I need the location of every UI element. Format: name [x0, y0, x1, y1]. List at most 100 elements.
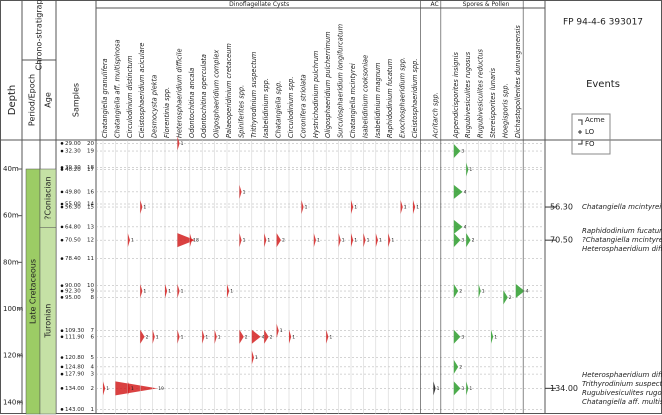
- taxon-name: Surculosphaeridium longifurcatum: [337, 24, 345, 138]
- taxon-name: Trithyrodinium suspectum: [250, 52, 258, 138]
- occurrence: [453, 219, 463, 234]
- taxon-name: Heterosphaeridium difficile: [175, 48, 183, 138]
- occurrence: [301, 200, 304, 215]
- occurrence: [152, 329, 155, 344]
- occurrence: [400, 200, 403, 215]
- count-label: 3: [461, 149, 464, 155]
- count-label: 1: [482, 289, 485, 295]
- age-band: [39, 227, 57, 415]
- sample-dot: [60, 335, 64, 339]
- sample-depth: 40.20: [65, 167, 81, 173]
- sample-number: 8: [91, 295, 95, 301]
- sample-depth: 90.00: [65, 283, 81, 289]
- age-label: Turonian: [44, 304, 53, 339]
- event-depth: 56.30: [550, 203, 573, 212]
- count-label: 1: [280, 328, 283, 334]
- occurrence: [227, 284, 230, 299]
- count-label: 1: [305, 205, 308, 211]
- sample-dot: [60, 166, 64, 169]
- taxon-name: Florentinia spp.: [163, 87, 171, 138]
- count-label: 4: [262, 334, 265, 340]
- taxon-name: Isabelidinium cooksoniae: [361, 55, 369, 138]
- taxon-name: Cleistosphaeridium aciculare: [138, 43, 146, 138]
- occurrence: [177, 136, 180, 151]
- taxon-name: Isabelidinium magnum: [374, 63, 382, 138]
- event-text: Rugubivesiculites rugosus: [582, 389, 662, 397]
- legend-entry: Acme: [585, 116, 605, 124]
- occurrence: [264, 329, 269, 344]
- occurrence: [264, 233, 267, 248]
- occurrence: [202, 329, 205, 344]
- count-label: 2: [472, 238, 475, 244]
- taxon-name: Chatangiella mcintyrei: [349, 63, 357, 138]
- count-label: 2: [509, 295, 512, 301]
- occurrence: [478, 284, 481, 299]
- header: Samples: [72, 83, 81, 117]
- count-label: 1: [391, 238, 394, 244]
- sample-dot: [60, 190, 64, 194]
- count-label: 1: [168, 289, 171, 295]
- sample-depth: 95.00: [65, 295, 81, 301]
- sample-dot: [60, 238, 64, 242]
- count-label: 19: [158, 386, 164, 392]
- header: Depth: [7, 85, 18, 115]
- depth-label: 60m: [3, 212, 19, 220]
- taxon-name: Palaeoperidinium cretaceum: [225, 43, 233, 138]
- sample-number: 11: [87, 256, 94, 262]
- count-label: 1: [243, 238, 246, 244]
- sample-depth: 109.30: [65, 328, 85, 334]
- count-label: 1: [143, 289, 146, 295]
- sample-depth: 120.80: [65, 355, 85, 361]
- period-label: Late Cretaceous: [29, 259, 38, 324]
- header: Chrono-stratigraphy: [35, 0, 44, 70]
- sample-dot: [60, 168, 64, 171]
- taxon-name: Isabelidinium spp.: [262, 78, 270, 138]
- occurrence: [177, 329, 180, 344]
- sample-number: 12: [87, 238, 94, 244]
- sample-number: 20: [87, 141, 94, 147]
- occurrence: [165, 284, 168, 299]
- occurrence: [326, 329, 329, 344]
- sample-depth: 143.00: [65, 407, 85, 413]
- count-label: 2: [459, 364, 462, 370]
- taxon-name: Dichastopollenites dunveganensis: [514, 25, 522, 138]
- count-label: 1: [255, 355, 258, 361]
- count-label: 1: [218, 334, 221, 340]
- sample-depth: 39.30: [65, 165, 81, 171]
- sample-depth: 64.80: [65, 224, 81, 230]
- taxon-name: Acritarch spp.: [431, 92, 439, 139]
- sample-dot: [60, 408, 64, 411]
- count-label: 1: [131, 386, 134, 392]
- occurrence: [239, 233, 242, 248]
- header: Events: [586, 79, 620, 90]
- count-label: 2: [245, 334, 248, 340]
- occurrence: [363, 233, 366, 248]
- sample-depth: 124.80: [65, 364, 85, 370]
- occurrence: [127, 233, 130, 248]
- sample-number: 13: [87, 224, 94, 230]
- occurrence: [466, 162, 469, 177]
- taxon-name: Odontochitina operculata: [200, 54, 208, 138]
- occurrence: [503, 290, 508, 305]
- sample-dot: [60, 205, 64, 209]
- count-label: 4: [464, 224, 467, 230]
- count-label: 1: [367, 238, 370, 244]
- sample-dot: [60, 284, 64, 287]
- count-label: 1: [267, 238, 270, 244]
- count-label: 1: [404, 205, 407, 211]
- sample-depth: 56.30: [65, 205, 81, 211]
- sample-dot: [60, 387, 64, 390]
- occurrence: [276, 233, 281, 248]
- sample-dot: [60, 372, 64, 376]
- sample-depth: 55.00: [65, 202, 81, 208]
- occurrence: [177, 284, 180, 299]
- occurrence: [140, 200, 143, 215]
- sample-depth: 49.80: [65, 189, 81, 195]
- sample-dot: [60, 329, 64, 333]
- sample-number: 14: [87, 202, 94, 208]
- depth-label: 100m: [3, 305, 23, 313]
- sample-number: 1: [91, 407, 95, 413]
- sample-dot: [60, 149, 64, 153]
- taxon-name: Hystrichodinium pulchrum: [312, 51, 320, 138]
